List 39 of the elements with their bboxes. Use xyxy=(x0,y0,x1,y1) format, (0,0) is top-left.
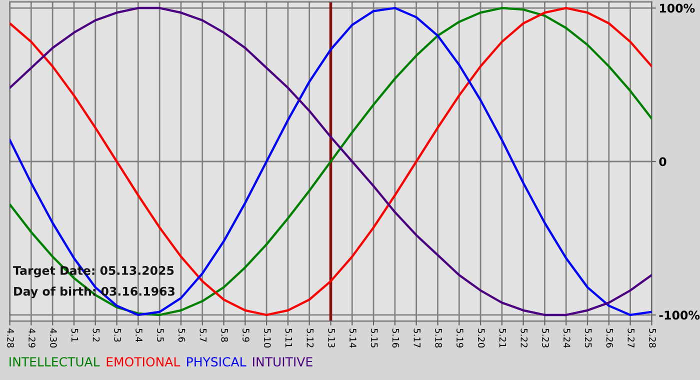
x-tick-label: 5.3 xyxy=(114,328,121,342)
text: INTELLECTUAL xyxy=(10,357,100,367)
x-tick-label: 5.18 xyxy=(435,328,442,348)
x-tick-label: 5.21 xyxy=(499,328,506,348)
x-tick-label: 5.13 xyxy=(328,328,335,348)
x-tick-label: 5.4 xyxy=(136,328,142,342)
x-tick-label: 5.10 xyxy=(264,328,271,348)
x-tick-label: 5.7 xyxy=(200,328,206,342)
text: INTUITIVE xyxy=(253,357,312,367)
x-tick-label: 5.22 xyxy=(520,328,528,348)
line-series xyxy=(10,6,652,316)
x-tick-label: 5.9 xyxy=(242,328,250,342)
y-tick-label: 0 xyxy=(659,157,666,166)
y-tick-label: -100% xyxy=(659,310,700,320)
x-tick-label: 5.14 xyxy=(350,328,356,348)
x-tick-label: 4.28 xyxy=(7,328,14,348)
text: PHYSICAL xyxy=(187,357,246,367)
text: EMOTIONAL xyxy=(106,357,180,367)
x-tick-label: 5.1 xyxy=(71,328,78,342)
x-tick-label: 5.26 xyxy=(606,328,614,348)
x-tick-label: 5.16 xyxy=(392,328,400,348)
x-tick-label: 5.27 xyxy=(628,328,635,348)
x-tick-label: 5.12 xyxy=(306,328,314,348)
x-tick-label: 5.28 xyxy=(649,328,656,348)
x-tick-label: 5.11 xyxy=(285,328,292,348)
x-tick-label: 5.8 xyxy=(221,328,228,342)
x-tick-label: 5.19 xyxy=(456,328,464,348)
x-tick-label: 5.6 xyxy=(178,328,186,342)
x-tick-label: 5.17 xyxy=(414,328,420,348)
x-tick-label: 5.20 xyxy=(478,328,485,348)
x-tick-label: 5.25 xyxy=(584,328,592,348)
x-tick-label: 5.5 xyxy=(156,328,164,342)
y-tick-label: 100% xyxy=(660,4,695,13)
x-tick-label: 4.30 xyxy=(50,328,57,348)
x-tick-label: 5.2 xyxy=(92,328,100,342)
x-tick-label: 4.29 xyxy=(28,328,36,348)
x-tick-label: 5.24 xyxy=(563,328,570,348)
x-tick-label: 5.23 xyxy=(542,328,549,348)
x-tick-label: 5.15 xyxy=(370,328,378,348)
